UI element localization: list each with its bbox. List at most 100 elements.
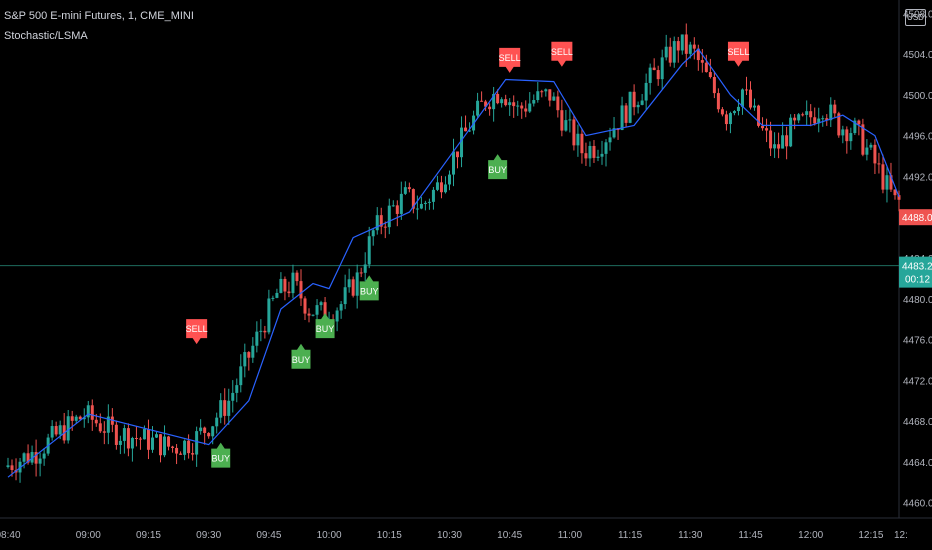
time-tick-label: 09:30 [196, 530, 221, 541]
candle-body [283, 278, 287, 292]
candle-body [865, 147, 869, 155]
candle-body [199, 427, 203, 432]
price-tick-label: 4508.00 [903, 9, 932, 20]
buy-label-text: BUY [488, 165, 507, 175]
candle-body [431, 189, 435, 202]
last-close-tag-text: 4488.00 [902, 213, 932, 224]
sell-signal-label[interactable]: SELL [551, 41, 573, 67]
candle-body [155, 434, 158, 438]
buy-label-shape [359, 275, 379, 301]
candle-body [191, 453, 195, 455]
candle-body [371, 230, 375, 237]
candle-body [500, 99, 504, 104]
candle-body [427, 201, 431, 203]
candle-body [163, 436, 167, 456]
currency-badge[interactable]: USD [905, 9, 926, 26]
candle-body [504, 99, 508, 106]
candle-body [672, 41, 676, 63]
candle-body [183, 440, 187, 455]
indicator-name[interactable]: Stochastic/LSMA [4, 30, 88, 42]
candle-body [560, 110, 564, 131]
candle-body [26, 453, 30, 463]
candle-body [769, 130, 773, 149]
sell-signal-label[interactable]: SELL [499, 47, 521, 73]
candle-body [700, 60, 704, 63]
lsma-line [7, 47, 900, 478]
candle-body [596, 156, 600, 158]
time-tick-label: 10:00 [317, 530, 342, 541]
symbol-title[interactable]: S&P 500 E-mini Futures, 1, CME_MINI [4, 10, 194, 22]
candle-body [724, 114, 728, 125]
buy-label-text: BUY [316, 324, 335, 334]
time-axis[interactable]: 08:40 09:00 09:15 09:30 09:45 10:00 10:15 10:30… [0, 530, 908, 541]
buy-signal-label[interactable]: BUY [359, 275, 379, 301]
candle-body [628, 91, 632, 123]
candle-body [620, 105, 624, 131]
candle-body [211, 426, 215, 437]
candle-body [608, 137, 612, 143]
current-price-tag [899, 256, 932, 288]
candle-body [395, 205, 399, 214]
candle-body [833, 104, 837, 114]
candle-body [568, 119, 572, 121]
candle-body [845, 129, 849, 142]
candle-body [130, 437, 134, 449]
candle-body [652, 67, 656, 71]
candle-body [343, 287, 347, 305]
candle-body [58, 425, 62, 435]
candle-body [102, 431, 106, 433]
candle-body [86, 405, 90, 418]
candle-body [712, 77, 716, 94]
price-tick-label: 4504.00 [903, 50, 932, 61]
candle-body [793, 117, 797, 121]
sell-label-shape [727, 41, 749, 67]
price-tick-label: 4468.00 [903, 417, 932, 428]
candle-body [885, 175, 889, 190]
candle-body [528, 103, 532, 112]
candle-body [299, 281, 303, 299]
candle-body [295, 272, 299, 282]
candle-body [604, 142, 608, 154]
candle-body [179, 453, 183, 455]
time-tick-label: 08:40 [0, 530, 21, 541]
candle-body [247, 352, 251, 358]
sell-label-shape [186, 319, 208, 345]
buy-signal-label[interactable]: BUY [291, 343, 311, 369]
candle-body [411, 189, 415, 209]
time-tick-label: 11:30 [678, 530, 703, 541]
buy-signal-label[interactable]: BUY [315, 313, 335, 339]
candle-body [367, 236, 371, 265]
candle-body [159, 434, 163, 456]
time-tick-label: 12:15 [858, 530, 883, 541]
buy-label-text: BUY [292, 355, 311, 365]
candle-body [564, 120, 568, 131]
price-tick-label: 4480.00 [903, 295, 932, 306]
candle-body [656, 70, 660, 80]
candle-body [423, 202, 427, 204]
candle-body [720, 109, 724, 115]
sell-signal-label[interactable]: SELL [186, 319, 208, 345]
candle-body [692, 44, 696, 49]
candle-body [676, 41, 680, 51]
sell-label-text: SELL [727, 47, 749, 57]
candle-body [235, 385, 239, 393]
candle-body [821, 118, 825, 120]
candle-body [363, 264, 367, 273]
price-tags: 4488.00 4483.25 00:12 [899, 209, 932, 288]
candle-body [167, 436, 171, 447]
candle-body [118, 440, 122, 445]
time-tick-label: 11:15 [618, 530, 643, 541]
candle-body [98, 423, 102, 432]
candle-body [632, 91, 636, 108]
candle-body [696, 48, 700, 61]
candle-body [50, 426, 54, 438]
buy-signal-label[interactable]: BUY [211, 442, 231, 468]
sell-signal-label[interactable]: SELL [727, 41, 749, 67]
candle-body [323, 302, 327, 322]
sell-label-text: SELL [186, 324, 208, 334]
buy-signal-label[interactable]: BUY [488, 154, 508, 180]
candle-body [90, 405, 94, 420]
current-price-tag-text: 4483.25 [902, 262, 932, 273]
